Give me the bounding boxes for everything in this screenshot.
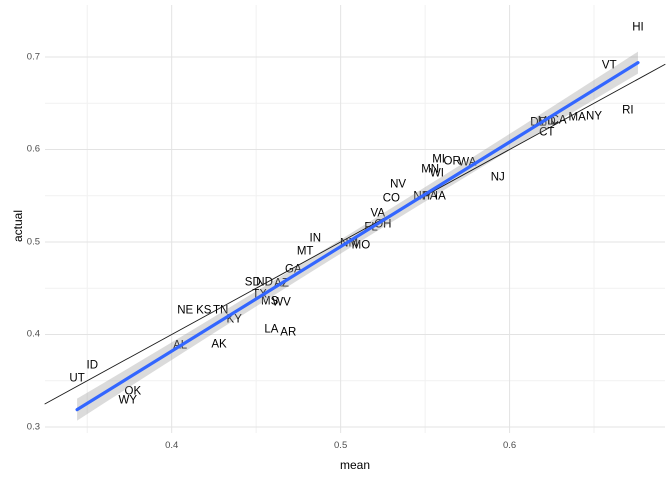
state-label-NY: NY	[586, 110, 603, 123]
state-label-CO: CO	[382, 192, 400, 205]
state-label-CT: CT	[539, 126, 555, 139]
state-label-ID: ID	[86, 359, 99, 372]
state-label-AR: AR	[280, 325, 297, 338]
state-label-WY: WY	[118, 394, 138, 407]
y-tick-label: 0.4	[26, 328, 40, 340]
y-tick-label: 0.5	[26, 236, 40, 248]
state-label-WV: WV	[272, 296, 291, 309]
x-axis-title: mean	[339, 458, 371, 472]
state-label-WI: WI	[429, 167, 444, 180]
state-label-LA: LA	[264, 323, 279, 336]
y-tick-label: 0.6	[26, 143, 40, 155]
x-tick-label: 0.6	[502, 440, 517, 451]
state-label-VT: VT	[601, 59, 617, 72]
x-tick-label: 0.5	[334, 440, 348, 451]
state-label-AZ: AZ	[274, 276, 289, 289]
state-label-FL: FL	[364, 221, 378, 234]
state-label-ND: ND	[256, 275, 273, 288]
state-label-KY: KY	[226, 312, 242, 325]
state-label-GA: GA	[285, 262, 302, 275]
state-labels-layer: HI VT RI NY MA CA IL MD DE CT NJ WA OR MI MN WI NV CO NH PA…	[45, 5, 665, 433]
state-label-OR: OR	[443, 155, 461, 168]
state-label-NJ: NJ	[490, 171, 505, 184]
state-label-IA: IA	[434, 189, 446, 202]
y-axis-title: actual	[11, 209, 26, 243]
x-tick-label: 0.4	[165, 440, 179, 451]
state-label-NV: NV	[390, 177, 407, 190]
state-label-MT: MT	[296, 245, 314, 258]
state-label-HI: HI	[632, 21, 644, 34]
state-label-NE: NE	[177, 304, 194, 317]
plot-panel: HI VT RI NY MA CA IL MD DE CT NJ WA OR MI MN WI NV CO NH PA…	[44, 5, 666, 433]
state-label-MA: MA	[568, 111, 586, 124]
state-label-RI: RI	[622, 103, 634, 116]
y-tick-label: 0.3	[26, 421, 40, 433]
y-tick-label: 0.7	[26, 51, 40, 63]
state-label-AK: AK	[211, 337, 227, 350]
state-label-IN: IN	[309, 232, 322, 245]
state-label-AL: AL	[173, 338, 188, 351]
state-label-KS: KS	[196, 304, 212, 317]
state-label-MO: MO	[351, 238, 371, 251]
state-label-WA: WA	[458, 156, 477, 169]
state-label-UT: UT	[69, 372, 85, 385]
